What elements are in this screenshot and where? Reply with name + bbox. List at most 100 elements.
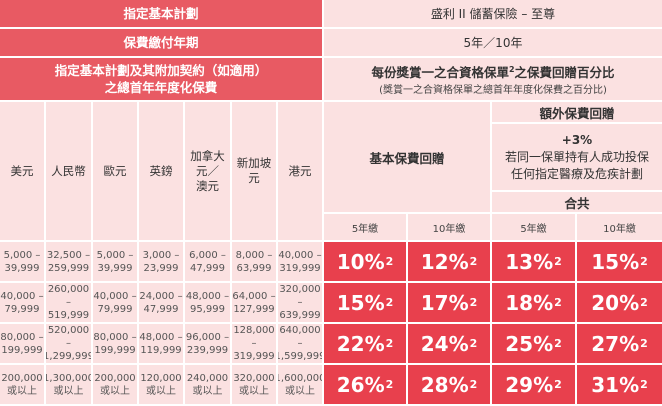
tier-amount-line: 或以上 — [192, 385, 223, 397]
tier-amount: 240,000 或以上 — [185, 365, 232, 406]
currency-label: 澳元 — [196, 178, 219, 193]
rebate-rate-sup: 2 — [385, 378, 394, 391]
tier-amount-line: 或以上 — [239, 385, 269, 397]
tier-amount-line: 48,000 – — [139, 331, 183, 343]
currency-header: 人民幣 — [46, 102, 93, 242]
tier-amount-line: 519,999 — [47, 310, 90, 321]
tier-amount: 40,000 –319,999 — [278, 242, 324, 283]
tier-amount-line: 24,000 – — [139, 290, 183, 302]
tier-amount-line: 319,999 — [233, 351, 275, 362]
tier-amount-line: 40,000 – — [93, 290, 137, 302]
extra-rebate-header: 額外保費回贈 — [492, 102, 662, 124]
tier-amount-line: 32,500 – — [46, 249, 91, 261]
extra-desc-line1: 若同一保單持有人成功投保 — [504, 149, 649, 164]
rebate-rate-sup: 2 — [469, 378, 478, 391]
tier-amount: 48,000 –119,999 — [139, 324, 185, 365]
tier-amount-line: 127,999 — [233, 303, 275, 315]
currency-header: 歐元 — [93, 102, 139, 242]
tier-amount: 32,500 –259,999 — [46, 242, 93, 283]
tier-amount: 5,000 –39,999 — [0, 242, 46, 283]
tier-amount-line: 128,000 – — [233, 325, 275, 349]
tier-amount-line: 或以上 — [285, 385, 315, 397]
tier-amount-line: 79,999 — [97, 303, 133, 315]
currency-label: 英鎊 — [149, 163, 173, 178]
tier-amount-line: 5,000 – — [3, 249, 41, 261]
rebate-rate-sup: 2 — [554, 378, 562, 391]
currency-label: 歐元 — [103, 163, 127, 178]
tier-amount: 260,000 – 519,999 — [46, 283, 93, 324]
tier-amount-line: 260,000 – — [47, 284, 90, 308]
tier-amount: 48,000 –95,999 — [185, 283, 232, 324]
tier-amount: 640,000 – 1,599,999 — [278, 324, 324, 365]
tier-amount: 24,000 –47,999 — [139, 283, 185, 324]
rebate-rate-value: 26% — [336, 372, 385, 397]
tier-amount-line: 40,000 – — [278, 249, 322, 261]
rebate-rate-value: 25% — [505, 331, 554, 356]
rebate-rate-value: 29% — [505, 372, 554, 397]
tier-amount-line: 23,999 — [143, 262, 179, 274]
tier-amount: 80,000 –199,999 — [93, 324, 139, 365]
currency-header: 美元 — [0, 102, 46, 242]
tier-amount: 200,000 或以上 — [93, 365, 139, 406]
tier-amount: 40,000 –79,999 — [0, 283, 46, 324]
rebate-rate: 18% 2 — [492, 283, 577, 324]
currency-label: 美元 — [10, 163, 34, 178]
currency-label: 元／ — [196, 163, 219, 178]
rebate-rate-sup: 2 — [554, 296, 562, 309]
rebate-rate-value: 20% — [591, 290, 640, 315]
tier-amount: 1,300,000 或以上 — [46, 365, 93, 406]
currency-header: 港元 — [278, 102, 324, 242]
tier-amount-line: 640,000 – — [279, 325, 321, 349]
premium-label: 指定基本計劃及其附加契約（如適用） 之總首年年度化保費 — [0, 58, 324, 102]
rebate-rate: 20% 2 — [577, 283, 662, 324]
currency-header: 英鎊 — [139, 102, 185, 242]
tier-amount-line: 95,999 — [190, 303, 225, 315]
premium-label-line2: 之總首年年度化保費 — [104, 80, 218, 95]
tier-amount: 128,000 – 319,999 — [232, 324, 278, 365]
rebate-rate: 13% 2 — [492, 242, 577, 283]
rebate-title-sup: 2 — [508, 64, 515, 74]
rebate-rate: 10% 2 — [324, 242, 408, 283]
extra-pct: +3% — [561, 132, 593, 147]
tier-amount-line: 639,999 — [279, 310, 321, 321]
tier-amount: 3,000 –23,999 — [139, 242, 185, 283]
rebate-rate-value: 31% — [591, 372, 640, 397]
total-5yr-header: 5年繳 — [492, 214, 577, 242]
premium-label-line1: 指定基本計劃及其附加契約（如適用） — [54, 63, 268, 78]
tier-amount: 96,000 –239,999 — [185, 324, 232, 365]
tier-amount-line: 199,999 — [1, 344, 43, 356]
rebate-rate: 24% 2 — [408, 324, 492, 365]
rebate-rate-sup: 2 — [469, 255, 478, 268]
tier-amount-line: 240,000 — [186, 372, 229, 384]
extra-desc-line2: 任何指定醫療及危疾計劃 — [510, 166, 643, 181]
tier-amount-line: 320,000 – — [279, 284, 321, 308]
tier-amount-line: 或以上 — [7, 385, 37, 397]
rebate-rate: 22% 2 — [324, 324, 408, 365]
term-value: 5年／10年 — [324, 29, 662, 58]
rebate-rate-sup: 2 — [469, 337, 478, 350]
rebate-rate-value: 15% — [336, 290, 385, 315]
tier-amount-line: 6,000 – — [189, 249, 226, 261]
tier-amount-line: 199,999 — [94, 344, 136, 356]
tier-amount-line: 96,000 – — [185, 331, 230, 343]
rebate-rate-sup: 2 — [385, 255, 394, 268]
rebate-subtitle: (獎賞一之合資格保單之總首年年度化保費之百分比) — [379, 85, 607, 96]
tier-amount: 6,000 –47,999 — [185, 242, 232, 283]
rebate-rate-sup: 2 — [640, 296, 648, 309]
tier-amount-line: 40,000 – — [0, 290, 44, 302]
tier-amount-line: 119,999 — [140, 344, 182, 356]
total-header: 合共 — [492, 192, 662, 214]
tier-amount: 120,000 或以上 — [139, 365, 185, 406]
rebate-rate-sup: 2 — [640, 255, 648, 268]
rebate-rate-value: 18% — [505, 290, 554, 315]
currency-label: 加拿大 — [190, 148, 225, 163]
rebate-rate-value: 28% — [420, 372, 469, 397]
rebate-title-main: 每份獎賞一之合資格保單 — [371, 65, 509, 80]
rebate-rate-sup: 2 — [385, 337, 394, 350]
tier-amount-line: 47,999 — [190, 262, 225, 274]
extra-rebate-detail: +3% 若同一保單持有人成功投保 任何指定醫療及危疾計劃 — [492, 124, 662, 192]
rebate-rate: 31% 2 — [577, 365, 662, 406]
tier-amount-line: 120,000 — [140, 372, 182, 384]
plan-value: 盛利 II 儲蓄保險 – 至尊 — [324, 0, 662, 29]
basic-10yr-header: 10年繳 — [408, 214, 492, 242]
